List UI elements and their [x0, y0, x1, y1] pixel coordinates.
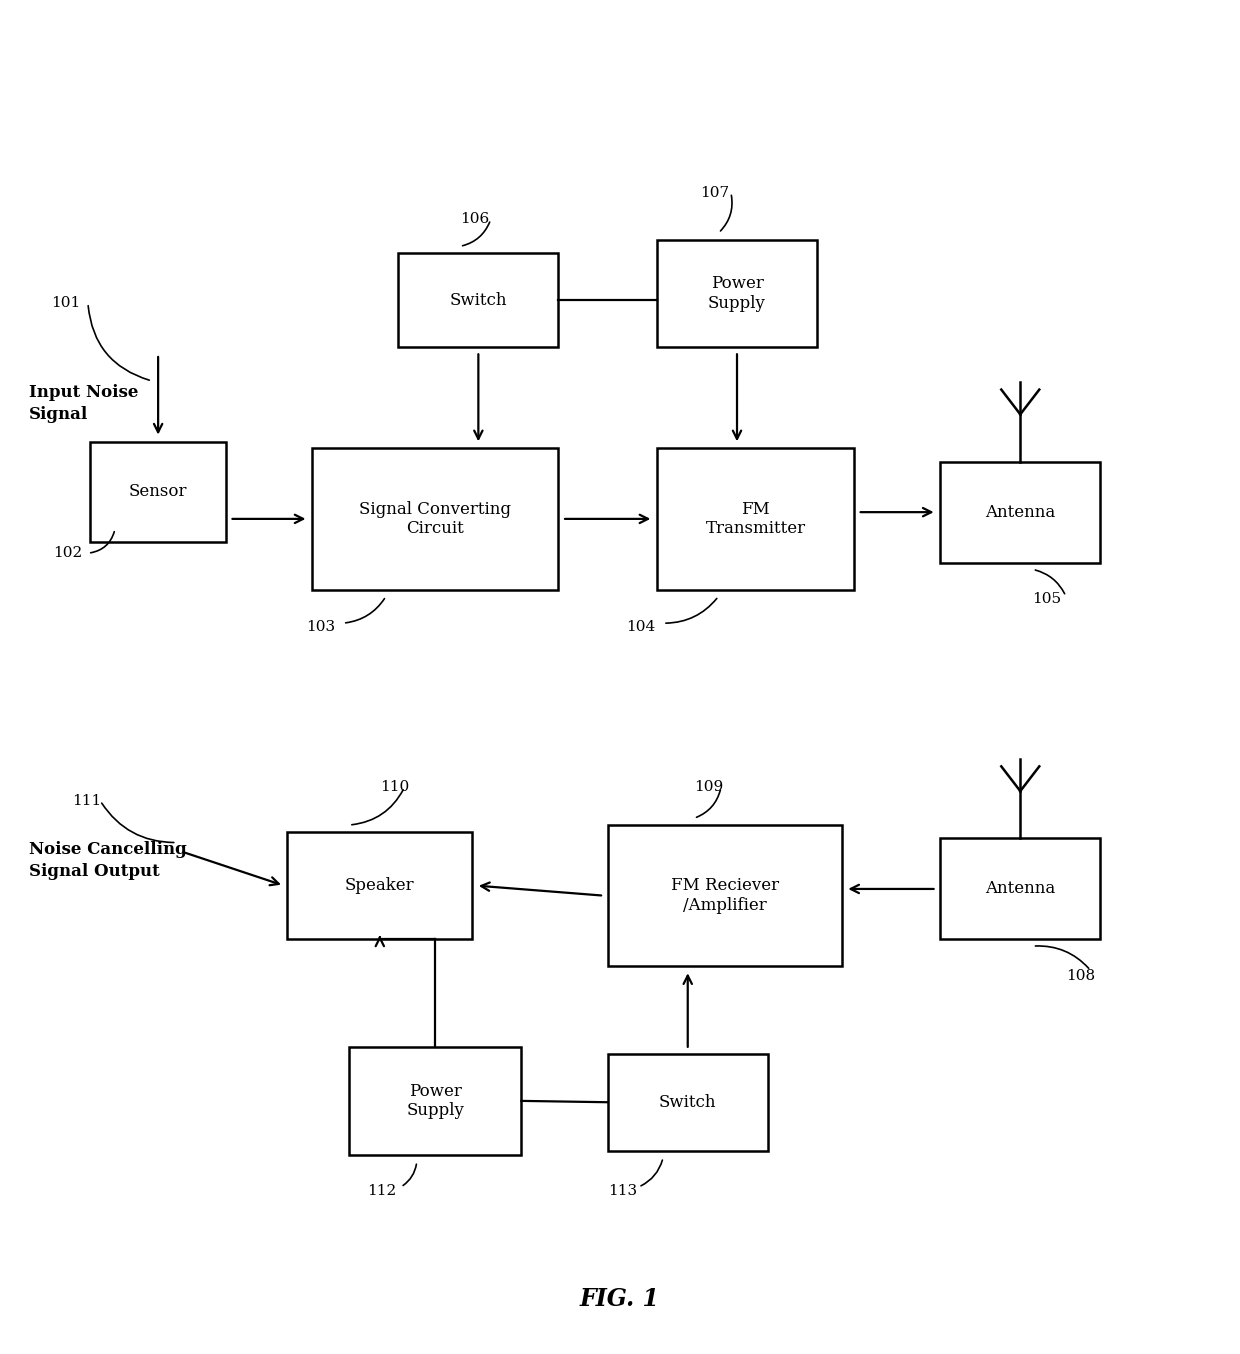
Text: 105: 105 — [1033, 592, 1061, 607]
Text: FIG. 1: FIG. 1 — [580, 1286, 660, 1311]
FancyBboxPatch shape — [657, 448, 854, 589]
FancyBboxPatch shape — [657, 240, 817, 348]
FancyBboxPatch shape — [91, 441, 226, 543]
Text: 111: 111 — [72, 793, 102, 808]
Text: Speaker: Speaker — [345, 877, 414, 894]
FancyBboxPatch shape — [288, 831, 472, 940]
Text: 109: 109 — [694, 780, 723, 795]
FancyBboxPatch shape — [940, 838, 1100, 940]
FancyBboxPatch shape — [608, 825, 842, 967]
Text: Switch: Switch — [450, 291, 507, 309]
Text: Signal Converting
Circuit: Signal Converting Circuit — [360, 501, 511, 538]
Text: 103: 103 — [306, 620, 335, 634]
Text: 107: 107 — [701, 185, 729, 199]
Text: 113: 113 — [608, 1183, 637, 1198]
Text: 104: 104 — [626, 620, 656, 634]
FancyBboxPatch shape — [348, 1047, 522, 1155]
Text: Switch: Switch — [658, 1094, 717, 1110]
Text: Sensor: Sensor — [129, 483, 187, 501]
Text: Antenna: Antenna — [985, 880, 1055, 898]
Text: 102: 102 — [53, 546, 83, 561]
FancyBboxPatch shape — [312, 448, 558, 589]
Text: Power
Supply: Power Supply — [708, 275, 766, 311]
FancyBboxPatch shape — [940, 462, 1100, 563]
FancyBboxPatch shape — [608, 1053, 768, 1151]
Text: 110: 110 — [379, 780, 409, 795]
Text: 101: 101 — [51, 297, 81, 310]
Text: Antenna: Antenna — [985, 504, 1055, 521]
Text: 108: 108 — [1066, 968, 1095, 983]
Text: 112: 112 — [367, 1183, 397, 1198]
Text: FM
Transmitter: FM Transmitter — [706, 501, 806, 538]
Text: Power
Supply: Power Supply — [407, 1083, 464, 1120]
Text: Input Noise
Signal: Input Noise Signal — [29, 383, 138, 422]
Text: FM Reciever
/Amplifier: FM Reciever /Amplifier — [671, 877, 779, 914]
Text: 106: 106 — [460, 213, 489, 226]
FancyBboxPatch shape — [398, 253, 558, 348]
Text: Noise Cancelling
Signal Output: Noise Cancelling Signal Output — [29, 841, 186, 880]
